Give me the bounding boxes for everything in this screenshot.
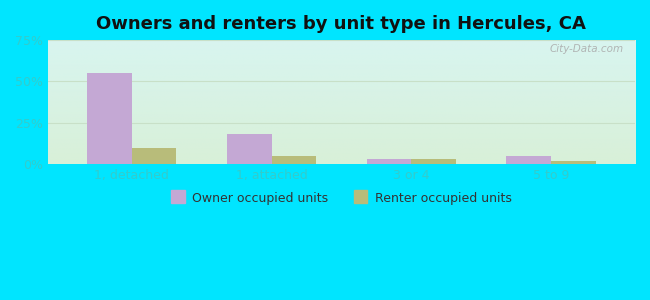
Text: City-Data.com: City-Data.com — [549, 44, 623, 54]
Bar — [272, 156, 317, 164]
Title: Owners and renters by unit type in Hercules, CA: Owners and renters by unit type in Hercu… — [96, 15, 586, 33]
Legend: Owner occupied units, Renter occupied units: Owner occupied units, Renter occupied un… — [166, 187, 517, 210]
Bar — [506, 156, 551, 164]
Bar — [227, 134, 272, 164]
Bar — [411, 159, 456, 164]
Bar — [551, 161, 596, 164]
Bar — [367, 159, 411, 164]
Bar — [87, 73, 132, 164]
Bar — [132, 148, 176, 164]
